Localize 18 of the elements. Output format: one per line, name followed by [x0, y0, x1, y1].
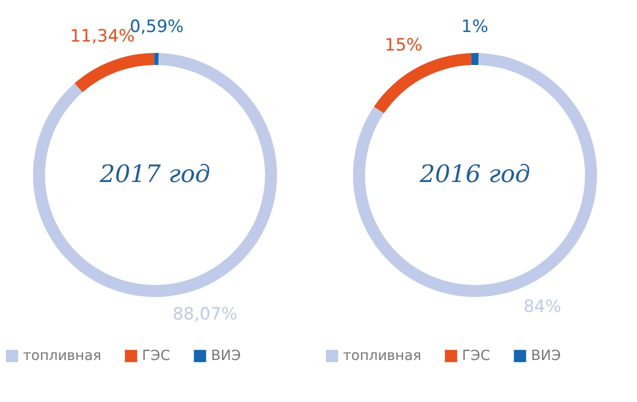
text: 2016 год	[418, 160, 530, 188]
legend-label: ГЭС	[462, 348, 490, 364]
donut-slice	[470, 53, 479, 66]
data-label: 88,07%	[172, 304, 238, 324]
slice-label: топливная	[343, 348, 422, 364]
legend-label: ВИЭ	[211, 348, 241, 364]
legend-label: ВИЭ	[531, 348, 561, 364]
data-label: 15%	[384, 35, 422, 56]
donut-slice	[353, 53, 597, 297]
data-label: 84%	[523, 296, 562, 317]
donut-slice	[74, 53, 154, 92]
legend-label: топливная	[23, 348, 102, 364]
donut-slice	[154, 53, 159, 66]
text: 2017 год	[98, 160, 210, 188]
donut-slice	[33, 53, 277, 297]
donut-slice	[374, 53, 472, 114]
data-label: 1%	[461, 17, 488, 37]
legend-label: ГЭС	[142, 348, 170, 364]
